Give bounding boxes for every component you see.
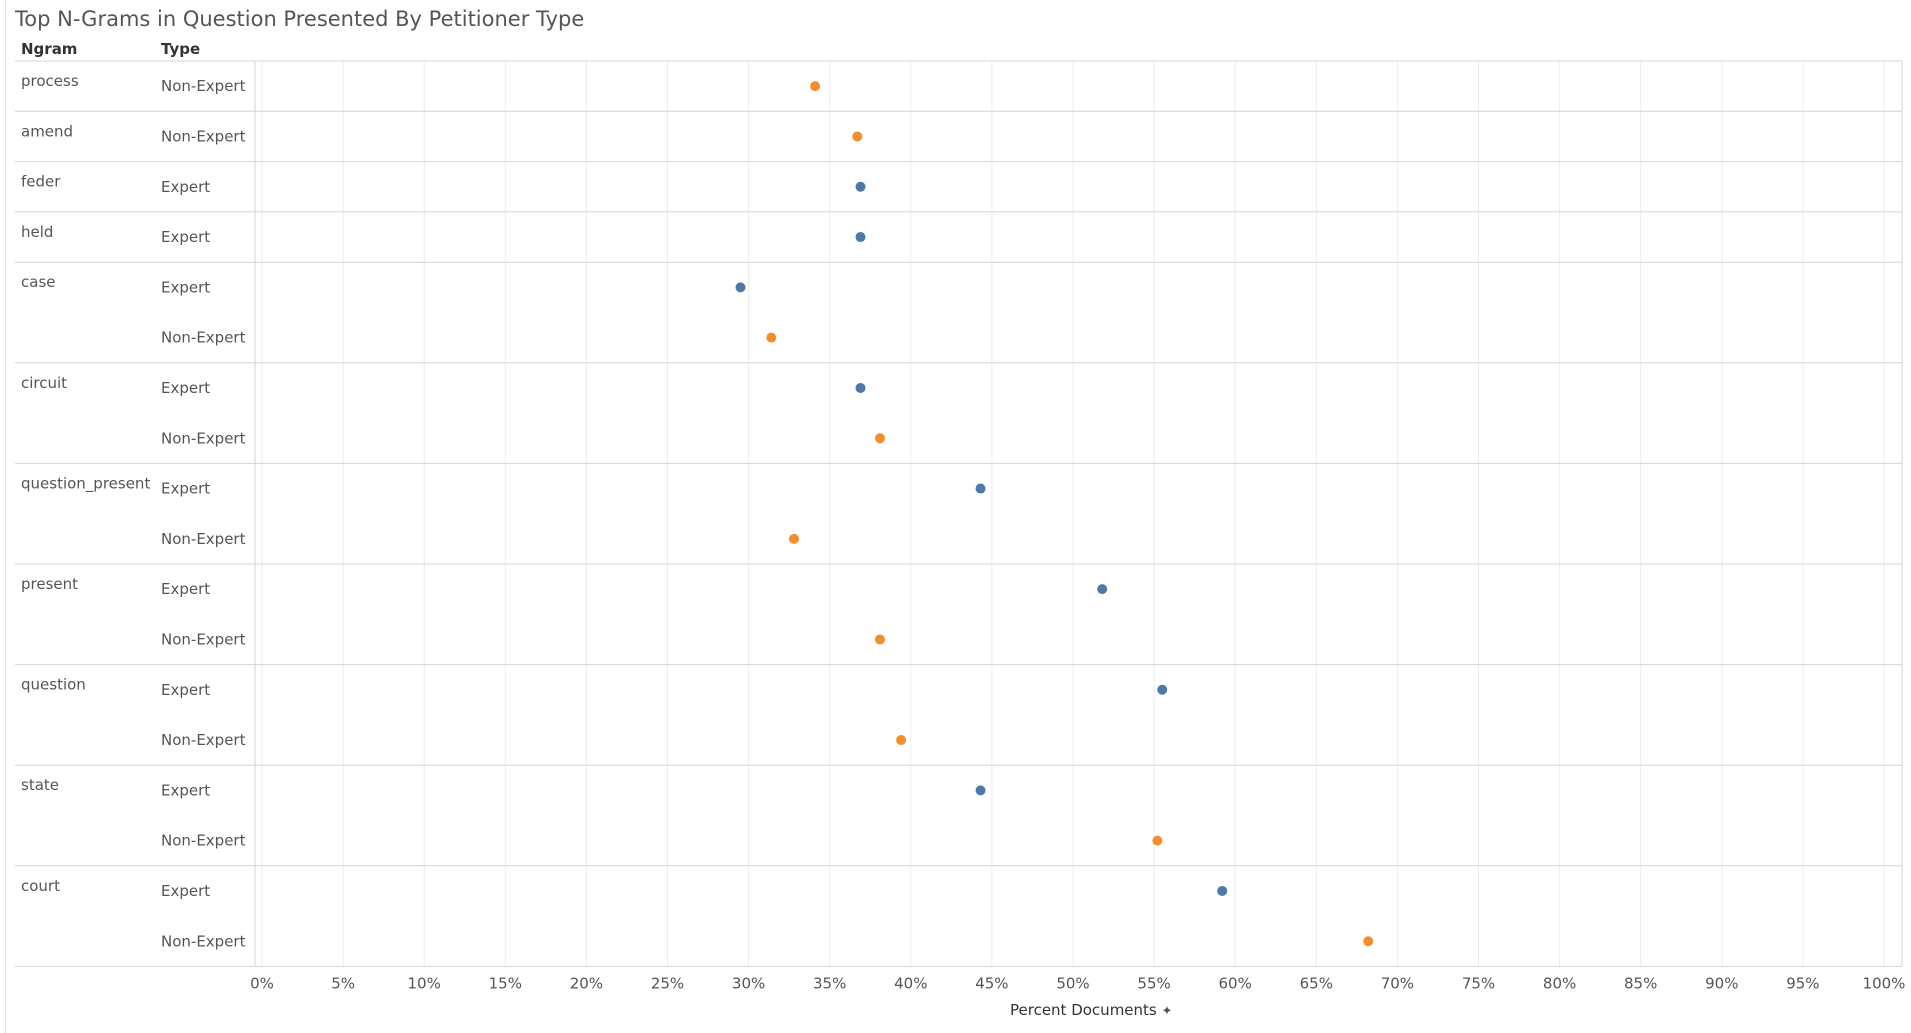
data-point	[1217, 885, 1228, 896]
type-label: Expert	[161, 228, 210, 246]
ngram-label: held	[21, 223, 53, 241]
ngram-label: state	[21, 776, 59, 794]
x-tick-label: 95%	[1786, 974, 1819, 992]
type-column-header: Type	[161, 40, 201, 58]
x-tick-label: 30%	[732, 974, 765, 992]
type-label: Non-Expert	[161, 77, 246, 95]
ngram-label: feder	[21, 173, 61, 191]
type-label: Non-Expert	[161, 429, 246, 447]
x-tick-label: 75%	[1462, 974, 1495, 992]
data-point	[855, 382, 866, 393]
type-label: Non-Expert	[161, 127, 246, 145]
data-point	[874, 634, 885, 645]
ngram-label: amend	[21, 122, 73, 140]
type-label: Expert	[161, 379, 210, 397]
type-label: Non-Expert	[161, 329, 246, 347]
type-label: Non-Expert	[161, 731, 246, 749]
ngram-label: circuit	[21, 374, 67, 392]
x-tick-label: 5%	[331, 974, 355, 992]
data-point	[1097, 584, 1108, 595]
type-label: Non-Expert	[161, 530, 246, 548]
x-axis-title-text: Percent Documents	[1010, 1001, 1157, 1019]
ngram-label: question	[21, 676, 86, 694]
type-label: Non-Expert	[161, 832, 246, 850]
x-tick-label: 40%	[894, 974, 927, 992]
data-point	[789, 533, 800, 544]
type-label: Non-Expert	[161, 630, 246, 648]
x-tick-label: 85%	[1624, 974, 1657, 992]
data-point	[975, 785, 986, 796]
x-tick-label: 90%	[1705, 974, 1738, 992]
x-tick-label: 20%	[570, 974, 603, 992]
data-point	[896, 735, 907, 746]
type-label: Expert	[161, 781, 210, 799]
x-tick-label: 80%	[1543, 974, 1576, 992]
x-tick-label: 65%	[1300, 974, 1333, 992]
chart-title: Top N-Grams in Question Presented By Pet…	[15, 7, 585, 31]
data-point	[1152, 835, 1163, 846]
ngram-label: court	[21, 877, 60, 895]
x-tick-label: 45%	[975, 974, 1008, 992]
type-label: Expert	[161, 681, 210, 699]
data-point	[874, 433, 885, 444]
x-tick-label: 60%	[1219, 974, 1252, 992]
type-label: Expert	[161, 580, 210, 598]
data-point	[810, 81, 821, 92]
data-point	[855, 232, 866, 243]
pin-icon[interactable]: ✦	[1161, 1004, 1173, 1019]
type-label: Expert	[161, 480, 210, 498]
ngram-label: case	[21, 273, 55, 291]
data-point	[852, 131, 863, 142]
type-label: Expert	[161, 178, 210, 196]
ngram-label: question_present	[21, 474, 150, 493]
type-label: Non-Expert	[161, 932, 246, 950]
x-tick-label: 50%	[1056, 974, 1089, 992]
x-tick-label: 55%	[1137, 974, 1170, 992]
data-point	[855, 181, 866, 192]
data-point	[766, 332, 777, 343]
x-tick-label: 35%	[813, 974, 846, 992]
frame-left-border	[5, 0, 6, 1033]
x-tick-label: 70%	[1381, 974, 1414, 992]
data-point	[1363, 936, 1374, 947]
x-tick-label: 100%	[1863, 974, 1906, 992]
x-axis-title: Percent Documents ✦	[1010, 1001, 1172, 1019]
ngram-label: present	[21, 575, 78, 593]
x-tick-label: 0%	[250, 974, 274, 992]
x-tick-label: 15%	[489, 974, 522, 992]
data-point	[975, 483, 986, 494]
type-label: Expert	[161, 882, 210, 900]
data-point	[1157, 684, 1168, 695]
x-tick-label: 25%	[651, 974, 684, 992]
ngram-column-header: Ngram	[21, 40, 78, 58]
data-point	[735, 282, 746, 293]
type-label: Expert	[161, 278, 210, 296]
x-tick-label: 10%	[408, 974, 441, 992]
ngram-label: process	[21, 72, 79, 90]
